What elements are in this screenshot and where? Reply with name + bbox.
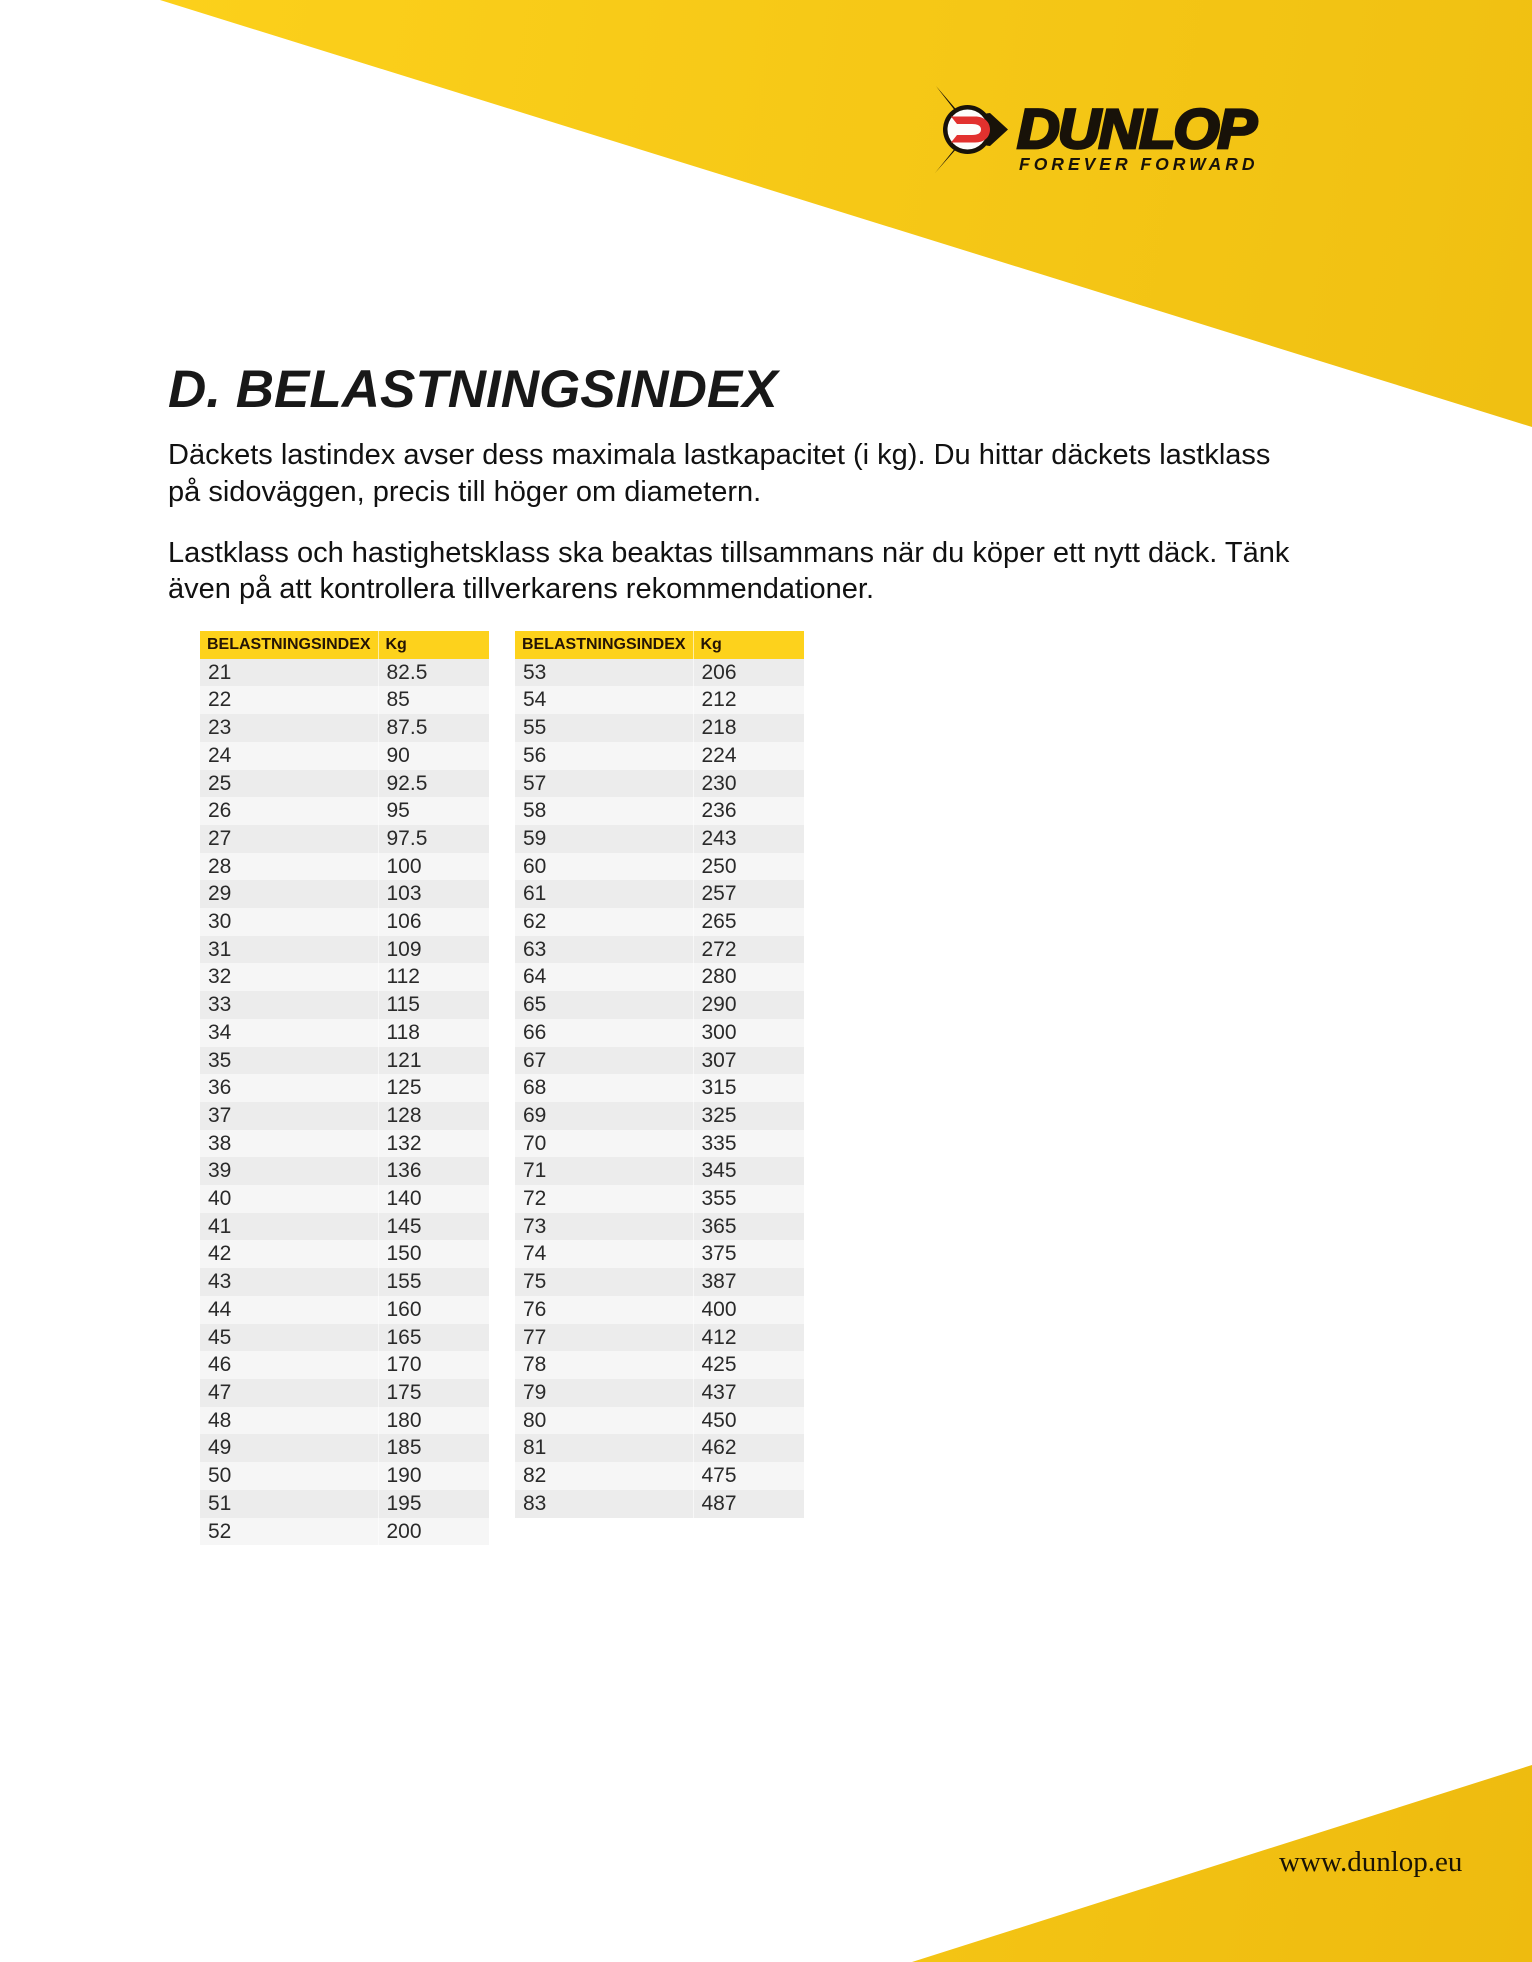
svg-text:FOREVER FORWARD: FOREVER FORWARD (1019, 154, 1259, 174)
svg-text:DUNLOP: DUNLOP (1017, 99, 1257, 161)
